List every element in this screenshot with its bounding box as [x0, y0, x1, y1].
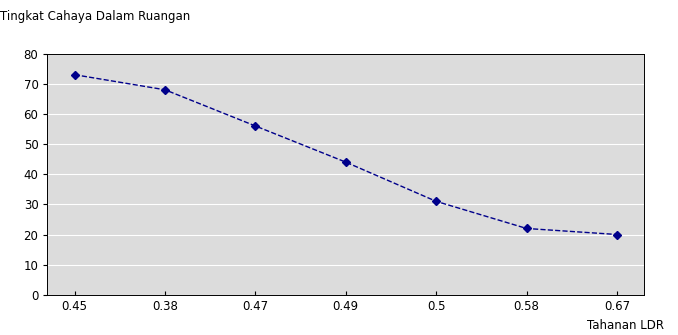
Grafik Tahanan Terhadap Tingkat Cahaya — [523, 226, 531, 230]
Grafik Tahanan Terhadap Tingkat Cahaya — [161, 88, 169, 92]
Text: Tingkat Cahaya Dalam Ruangan: Tingkat Cahaya Dalam Ruangan — [0, 10, 191, 23]
Grafik Tahanan Terhadap Tingkat Cahaya — [613, 232, 621, 237]
Text: Tahanan LDR: Tahanan LDR — [587, 319, 664, 332]
Line: Grafik Tahanan Terhadap Tingkat Cahaya: Grafik Tahanan Terhadap Tingkat Cahaya — [72, 72, 620, 237]
Grafik Tahanan Terhadap Tingkat Cahaya — [432, 199, 440, 203]
Grafik Tahanan Terhadap Tingkat Cahaya — [252, 124, 260, 128]
Grafik Tahanan Terhadap Tingkat Cahaya — [71, 73, 79, 77]
Grafik Tahanan Terhadap Tingkat Cahaya — [342, 160, 350, 164]
